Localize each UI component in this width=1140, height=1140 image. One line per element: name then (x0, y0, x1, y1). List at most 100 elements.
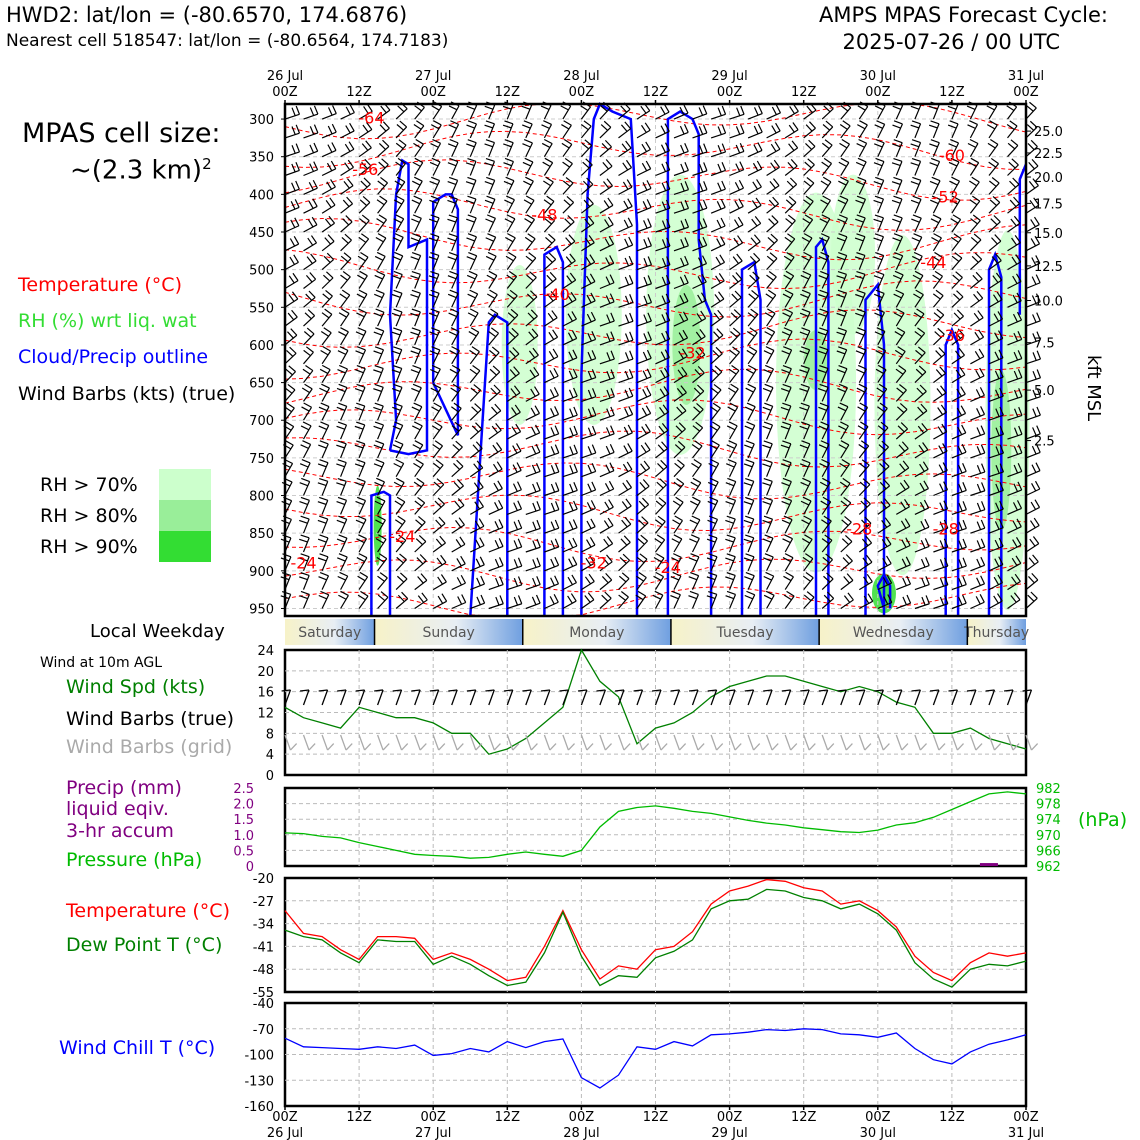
wind-barb-flag (430, 214, 440, 219)
wind-barb-shaft (451, 504, 465, 515)
wind-barb (466, 233, 477, 252)
wind-barb-shaft (358, 387, 366, 402)
wind-barb-flag (326, 271, 334, 279)
wind-barb-flag (568, 558, 574, 567)
wind-barb (284, 254, 299, 271)
wind-barb (447, 233, 458, 252)
wind-barb-flag (568, 539, 574, 549)
wind-barb-shaft (618, 377, 634, 384)
wind-barb-flag (363, 177, 371, 185)
wind-barb-shaft (377, 539, 387, 553)
wind-barb-shaft (377, 368, 384, 383)
wind-barb-shaft (581, 414, 597, 421)
wind-barb (599, 572, 613, 591)
wind-barb (507, 557, 523, 572)
wind-barb-flag (391, 312, 401, 317)
panel-tick-label: 16 (257, 686, 274, 701)
wind-barb (301, 402, 313, 421)
wind-barb-shaft (377, 219, 387, 233)
wind-barb-shaft (303, 370, 314, 383)
wind-barb-flag (356, 538, 365, 544)
wind-barb-shaft (618, 523, 632, 534)
wind-barb-flag (513, 540, 519, 549)
wind-barb-flag (317, 538, 327, 543)
wind-barb-flag (580, 105, 589, 112)
wind-barb-shaft (599, 396, 615, 402)
wind-barb-shaft (358, 368, 366, 383)
wind-barb-shaft (302, 425, 312, 440)
wind-barb (599, 406, 615, 421)
wind-barb-shaft (358, 538, 367, 553)
wind-barb-flag (395, 142, 404, 150)
wind-barb (488, 442, 503, 459)
wind-barb-flag (625, 140, 632, 149)
wind-barb-flag (646, 180, 652, 189)
wind-barb-flag (310, 253, 317, 262)
wind-barb-flag (486, 293, 496, 300)
wind-barb (318, 421, 330, 440)
wind-barb (488, 403, 502, 421)
wind-barb-shaft (284, 407, 295, 421)
wind-barb-shaft (340, 443, 347, 459)
wind-barb-flag (621, 572, 630, 580)
wind-barb-flag (295, 180, 300, 190)
wind-barb-shaft (544, 471, 560, 478)
wind-barb-shaft (525, 142, 533, 157)
wind-barb-flag (291, 126, 296, 136)
wind-barb-flag (338, 383, 348, 389)
wind-barb-flag (377, 233, 387, 239)
wind-barb-flag (573, 482, 578, 491)
wind-barb-flag (646, 349, 652, 359)
wind-barb-shaft (581, 183, 594, 195)
wind-barb-flag (349, 122, 355, 132)
weekday-label: Wednesday (853, 625, 934, 641)
top-date-label: 28 Jul (563, 69, 599, 84)
wind-barb (392, 270, 403, 289)
wind-barb-flag (498, 538, 504, 547)
temperature-contour (284, 338, 1027, 380)
wind-barb-flag (429, 350, 439, 355)
wind-barb-flag (394, 251, 403, 257)
wind-barb-shaft (562, 564, 578, 572)
wind-barb-shaft (525, 584, 541, 591)
wind-barb (430, 364, 441, 383)
wind-barb-shaft (414, 107, 425, 120)
wind-barb-flag (602, 162, 610, 170)
wind-barb-flag (587, 592, 595, 601)
wind-barb (432, 440, 444, 459)
pressure-tick-label: 974 (1036, 813, 1061, 828)
wind-barb-flag (440, 554, 447, 563)
wind-barb-flag (470, 327, 480, 333)
wind-barb-flag (438, 516, 446, 524)
wind-barb (339, 289, 351, 308)
panel-tick-label: -40 (253, 997, 274, 1012)
wind-barb-flag (491, 346, 500, 354)
pressure-tick-label: 950 (249, 602, 274, 617)
wind-barb-flag (569, 427, 574, 437)
wind-barb-flag (309, 126, 315, 135)
wind-barb (373, 440, 385, 459)
wind-barb (485, 233, 497, 252)
wind-barb-flag (536, 519, 541, 529)
wind-barb (507, 538, 523, 553)
wind-barb-flag (311, 216, 318, 226)
wind-barb-flag (550, 408, 556, 417)
rh80-swatch (159, 500, 211, 531)
wind-barb (447, 252, 459, 270)
wind-barb-flag (394, 519, 404, 526)
wind-barb-flag (320, 421, 329, 426)
panel-tick-label: -20 (253, 872, 274, 887)
wind-barb (356, 289, 368, 308)
wind-barb-flag (502, 105, 512, 110)
wind-barb-flag (641, 143, 648, 153)
temperature-contour (284, 159, 1027, 201)
wind-barb (428, 270, 440, 289)
wind-barb-shaft (395, 578, 408, 591)
wind-barb-flag (321, 364, 331, 371)
wind-barb-shaft (321, 186, 336, 195)
wind-barb-flag (411, 406, 421, 412)
wind-barb-flag (525, 255, 534, 263)
wind-barb-flag (395, 195, 405, 201)
wind-barb-flag (467, 214, 477, 219)
wind-barb-flag (605, 159, 613, 167)
